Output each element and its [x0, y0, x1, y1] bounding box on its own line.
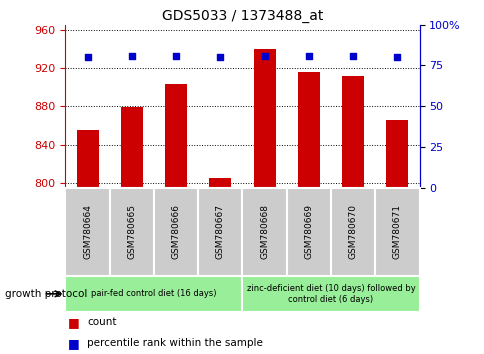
Bar: [198, 188, 242, 276]
Text: GSM780667: GSM780667: [215, 204, 225, 259]
Text: GSM780669: GSM780669: [304, 204, 313, 259]
Point: [84, 55, 91, 60]
Bar: [153, 188, 198, 276]
Bar: [242, 188, 286, 276]
Bar: [165, 84, 187, 188]
Text: GSM780664: GSM780664: [83, 204, 92, 259]
Text: GSM780668: GSM780668: [259, 204, 269, 259]
Bar: [242, 276, 419, 312]
Point: [128, 53, 136, 58]
Text: GSM780665: GSM780665: [127, 204, 136, 259]
Text: count: count: [87, 317, 117, 327]
Bar: [286, 188, 330, 276]
Text: GDS5033 / 1373488_at: GDS5033 / 1373488_at: [162, 9, 322, 23]
Point: [260, 53, 268, 58]
Point: [348, 53, 356, 58]
Bar: [76, 130, 98, 188]
Bar: [297, 72, 319, 188]
Bar: [209, 178, 231, 188]
Text: GSM780671: GSM780671: [392, 204, 401, 259]
Bar: [109, 188, 153, 276]
Text: zinc-deficient diet (10 days) followed by
control diet (6 days): zinc-deficient diet (10 days) followed b…: [246, 284, 414, 303]
Text: GSM780670: GSM780670: [348, 204, 357, 259]
Bar: [341, 75, 363, 188]
Point: [393, 55, 400, 60]
Text: GSM780666: GSM780666: [171, 204, 180, 259]
Bar: [375, 188, 419, 276]
Text: ■: ■: [68, 337, 79, 350]
Bar: [330, 188, 375, 276]
Text: growth protocol: growth protocol: [5, 289, 87, 299]
Bar: [65, 188, 109, 276]
Text: percentile rank within the sample: percentile rank within the sample: [87, 338, 263, 348]
Point: [304, 53, 312, 58]
Text: pair-fed control diet (16 days): pair-fed control diet (16 days): [91, 289, 216, 298]
Bar: [65, 276, 242, 312]
Bar: [386, 120, 408, 188]
Bar: [121, 107, 143, 188]
Point: [216, 55, 224, 60]
Bar: [253, 49, 275, 188]
Point: [172, 53, 180, 58]
Text: ■: ■: [68, 316, 79, 329]
